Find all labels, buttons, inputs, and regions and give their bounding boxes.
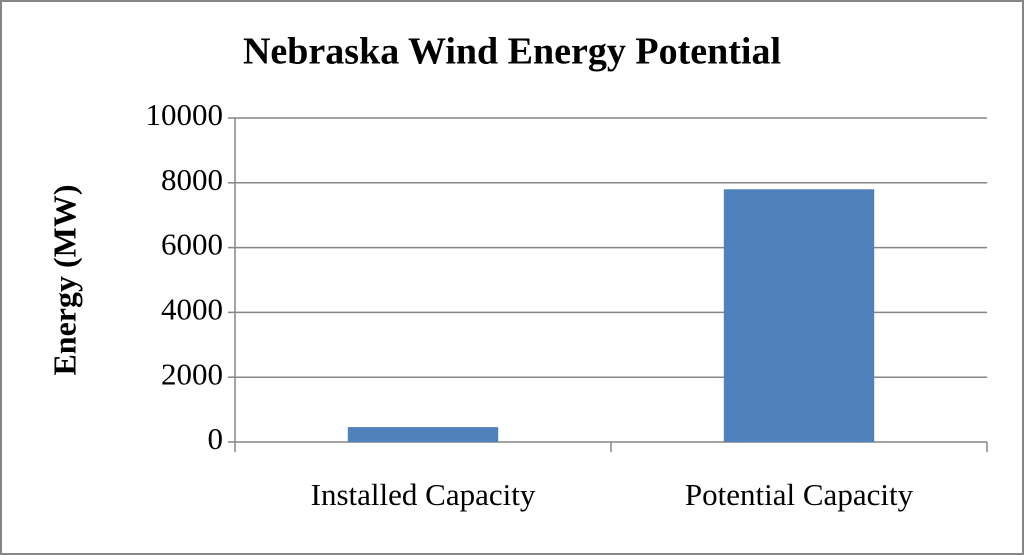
x-tick-label: Potential Capacity xyxy=(685,477,914,512)
bar xyxy=(347,427,499,442)
y-axis-label: Energy (MW) xyxy=(46,184,82,375)
y-tick-label: 10000 xyxy=(146,97,224,132)
chart-title: Nebraska Wind Energy Potential xyxy=(243,31,781,73)
y-tick-label: 2000 xyxy=(161,356,223,391)
y-tick-label: 4000 xyxy=(161,292,223,327)
y-tick-label: 6000 xyxy=(161,227,223,262)
x-tick-label: Installed Capacity xyxy=(311,477,536,512)
y-tick-label: 0 xyxy=(208,421,224,456)
y-tick-label: 8000 xyxy=(161,162,223,197)
bar xyxy=(723,189,875,442)
